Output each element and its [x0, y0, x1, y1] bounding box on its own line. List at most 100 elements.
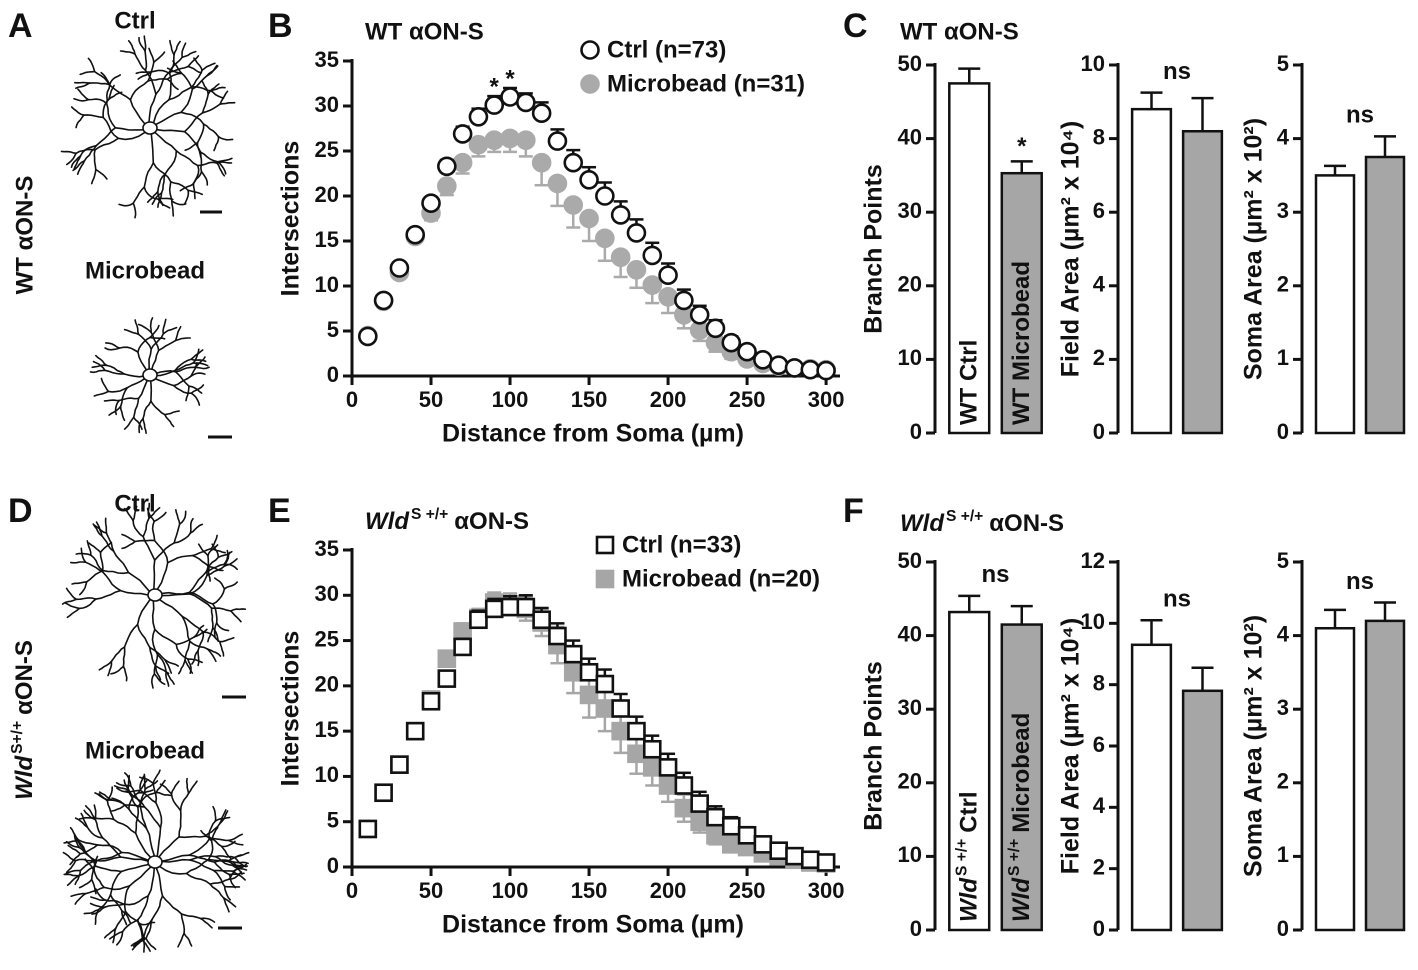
y-tick-label: 50	[898, 548, 922, 573]
dendrite	[157, 173, 166, 193]
dendrite	[152, 162, 172, 183]
dendrite	[98, 793, 113, 801]
dendrite	[116, 787, 132, 795]
dendrite	[206, 565, 226, 576]
dendrite	[200, 171, 209, 186]
y-axis-title: Soma Area (µm² x 10²)	[1240, 118, 1268, 380]
y-tick-label: 30	[898, 695, 922, 720]
dendrite	[129, 792, 146, 808]
dendrite	[149, 324, 160, 339]
chart-title: WT αON-S	[365, 18, 484, 45]
dendrite	[143, 162, 155, 188]
dendrite	[121, 910, 131, 924]
dendrite	[108, 930, 124, 940]
dendrite	[220, 840, 236, 848]
dendrite	[183, 932, 193, 947]
y-tick-label: 20	[315, 672, 339, 697]
legend-label: Ctrl (n=33)	[622, 531, 741, 558]
dendrite	[118, 346, 139, 353]
dendrite	[83, 909, 100, 915]
y-tick-label: 30	[315, 581, 339, 606]
dendrite	[212, 588, 226, 605]
y-tick-label: 0	[327, 853, 339, 878]
data-point	[531, 152, 552, 173]
dendrite	[157, 339, 177, 352]
dendrite	[217, 135, 234, 141]
dendrite	[119, 405, 126, 422]
dendrite	[207, 627, 214, 643]
dendrite	[155, 665, 170, 675]
y-tick-label: 10	[315, 272, 339, 297]
dendrite	[183, 189, 190, 206]
data-point	[390, 755, 409, 774]
y-tick-label: 2	[1093, 345, 1105, 370]
x-tick-label: 200	[650, 387, 687, 412]
dendrite	[86, 826, 104, 839]
dendrite	[132, 397, 140, 419]
y-tick-label: 3	[1277, 198, 1289, 223]
dendrite	[95, 127, 117, 147]
dendrite	[211, 543, 220, 559]
dendrite	[191, 650, 199, 665]
data-point	[516, 597, 536, 617]
y-tick-label: 35	[315, 47, 339, 72]
dendrite	[204, 822, 221, 837]
data-point	[563, 644, 583, 664]
chart-title-italic: Wld	[365, 508, 410, 535]
dendrite	[122, 665, 128, 682]
data-point	[627, 721, 646, 741]
dendrite	[142, 517, 150, 538]
dendrite	[179, 183, 195, 192]
data-point	[800, 850, 820, 870]
data-point	[437, 156, 457, 177]
dendrite	[143, 35, 147, 52]
dendrite	[166, 67, 183, 74]
x-tick-label: 50	[419, 387, 443, 412]
y-tick-label: 4	[1093, 272, 1106, 297]
panel-letter: D	[8, 492, 33, 530]
dendrite	[228, 871, 243, 880]
dendrite	[101, 569, 130, 575]
dendrite	[164, 413, 175, 428]
dendrite	[70, 892, 87, 898]
dendrite	[83, 809, 97, 821]
dendrite	[80, 547, 87, 563]
dendrite	[196, 141, 202, 158]
dendrite	[121, 533, 136, 543]
y-tick-label: 4	[1277, 124, 1290, 149]
dendrite	[155, 779, 166, 794]
y-tick-label: 0	[1277, 916, 1289, 941]
y-tick-label: 2	[1277, 769, 1289, 794]
dendrite	[174, 366, 196, 373]
dendrite	[170, 181, 189, 192]
bar-label-sup: S +/+	[1005, 839, 1022, 876]
legend-marker	[580, 40, 600, 60]
dendrite	[187, 658, 203, 664]
soma	[147, 855, 163, 869]
dendrite	[134, 53, 147, 72]
dendrite	[189, 517, 194, 534]
data-point	[768, 355, 789, 376]
dendrite	[155, 665, 162, 681]
dendrite	[190, 392, 201, 406]
dendrite	[123, 895, 149, 906]
dendrite	[153, 673, 166, 685]
dendrite	[108, 83, 132, 101]
dendrite	[75, 552, 92, 556]
legend-marker	[580, 74, 600, 94]
dendrite	[189, 574, 208, 595]
data-point	[421, 691, 441, 711]
data-point	[500, 597, 520, 617]
bar	[1000, 171, 1043, 435]
dendrite	[115, 782, 132, 787]
dendrite	[121, 540, 136, 550]
y-tick-label: 8	[1093, 124, 1105, 149]
bar	[1000, 623, 1043, 932]
dendrite	[170, 793, 182, 812]
cell-label: Ctrl	[114, 490, 155, 517]
dendrite	[222, 897, 237, 908]
dendrite	[94, 137, 120, 151]
annotation: *	[1017, 133, 1027, 160]
x-tick-label: 100	[492, 387, 529, 412]
bar	[948, 610, 991, 932]
